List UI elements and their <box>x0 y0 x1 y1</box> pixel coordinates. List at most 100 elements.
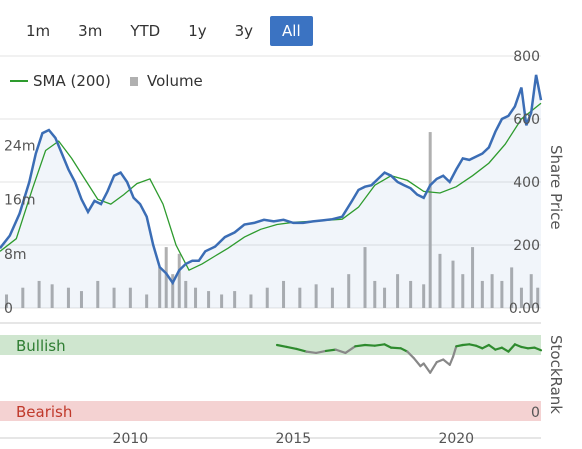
legend-sma-label: SMA (200) <box>33 72 111 90</box>
stockrank-segment <box>334 348 347 355</box>
volume-bar <box>79 291 83 308</box>
stockrank-segment <box>500 346 510 353</box>
volume-bar <box>438 253 442 308</box>
price-area-fill <box>0 74 541 309</box>
volume-bar <box>66 287 70 308</box>
stockrank-segment <box>494 346 503 351</box>
range-1m-button[interactable]: 1m <box>15 16 62 46</box>
volume-bar <box>480 280 484 308</box>
volume-bar <box>314 284 318 308</box>
bearish-label: Bearish <box>16 403 72 421</box>
volume-tick-label: 16m <box>4 193 35 209</box>
share-price-line <box>0 74 543 286</box>
stockrank-segment <box>285 345 298 351</box>
price-tick-label: 0.00 <box>509 301 540 317</box>
volume-bar <box>519 287 523 308</box>
stockrank-zero-tick: 0 <box>531 405 540 421</box>
range-1y-button[interactable]: 1y <box>177 16 218 46</box>
stockrank-segment <box>468 343 477 347</box>
stockrank-segment <box>275 343 288 349</box>
volume-bar <box>164 247 168 308</box>
stockrank-segment <box>455 343 464 348</box>
x-tick-label: 2010 <box>113 431 149 447</box>
volume-bar <box>177 253 181 308</box>
stockrank-segment <box>435 358 445 364</box>
range-ytd-button[interactable]: YTD <box>119 16 172 46</box>
volume-bar <box>128 287 132 308</box>
volume-bar <box>194 287 198 308</box>
stockrank-bands <box>0 335 541 421</box>
bullish-label: Bullish <box>16 337 66 355</box>
volume-bar <box>422 284 426 308</box>
stockrank-line <box>275 343 543 374</box>
volume-bar <box>461 274 465 308</box>
volume-bar <box>171 274 175 308</box>
volume-bar <box>363 247 367 308</box>
stockrank-segment <box>389 346 402 350</box>
volume-bar <box>490 274 494 308</box>
stockrank-segment <box>324 348 337 353</box>
volume-bar <box>510 267 514 308</box>
volume-tick-label: 8m <box>4 247 27 263</box>
volume-bar <box>5 294 9 308</box>
stockrank-segment <box>507 343 517 353</box>
volume-bar <box>207 291 211 308</box>
chart-legend: SMA (200) Volume <box>10 72 203 90</box>
stockrank-segment <box>354 343 367 348</box>
stockrank-segment <box>487 343 497 351</box>
price-tick-label: 400 <box>513 175 540 191</box>
price-tick-label: 600 <box>513 112 540 128</box>
volume-bar <box>500 280 504 308</box>
volume-bar <box>409 280 413 308</box>
volume-bar <box>383 287 387 308</box>
volume-bar <box>233 291 237 308</box>
volume-bar <box>451 260 455 308</box>
x-tick-label: 2020 <box>438 431 474 447</box>
volume-bar <box>21 287 25 308</box>
stockrank-segment <box>363 343 376 347</box>
volume-bar <box>158 267 162 308</box>
volume-bar <box>529 274 533 308</box>
volume-bar <box>373 280 377 308</box>
volume-bar <box>249 294 253 308</box>
volume-bar <box>536 287 540 308</box>
stockrank-segment <box>429 361 438 374</box>
price-tick-label: 800 <box>513 49 540 65</box>
volume-bar <box>282 280 286 308</box>
volume-bar <box>330 287 334 308</box>
volume-bar <box>396 274 400 308</box>
volume-bar <box>220 294 224 308</box>
volume-bar <box>50 284 54 308</box>
stockrank-segment <box>412 357 422 368</box>
stockrank-segment <box>533 346 543 352</box>
stockrank-segment <box>295 347 308 353</box>
stockrank-segment <box>406 350 415 360</box>
volume-bar <box>471 247 475 308</box>
stockrank-segment <box>422 362 432 374</box>
volume-bar <box>347 274 351 308</box>
volume-bar <box>96 280 100 308</box>
stockrank-segment <box>315 349 328 355</box>
sma-200-line <box>0 102 542 272</box>
volume-bars <box>5 132 540 308</box>
stockrank-segment <box>442 358 451 366</box>
x-tick-label: 2015 <box>275 431 311 447</box>
range-all-button[interactable]: All <box>270 16 313 46</box>
stockrank-segment <box>481 343 490 350</box>
share-price-axis-title: Share Price <box>547 145 565 230</box>
stockrank-segment <box>520 345 530 350</box>
range-3m-button[interactable]: 3m <box>67 16 114 46</box>
stockrank-segment <box>451 345 458 358</box>
stockrank-segment <box>383 343 393 349</box>
volume-tick-label: 24m <box>4 139 35 155</box>
stockrank-segment <box>373 343 386 347</box>
volume-bar <box>428 132 432 308</box>
stockrank-segment <box>399 347 409 353</box>
volume-bar <box>37 280 41 308</box>
stockrank-segment <box>305 350 318 355</box>
range-3y-button[interactable]: 3y <box>223 16 265 46</box>
bearish-band <box>0 401 541 421</box>
stockrank-segment <box>448 355 455 366</box>
stockrank-axis-title: StockRank <box>547 335 565 414</box>
